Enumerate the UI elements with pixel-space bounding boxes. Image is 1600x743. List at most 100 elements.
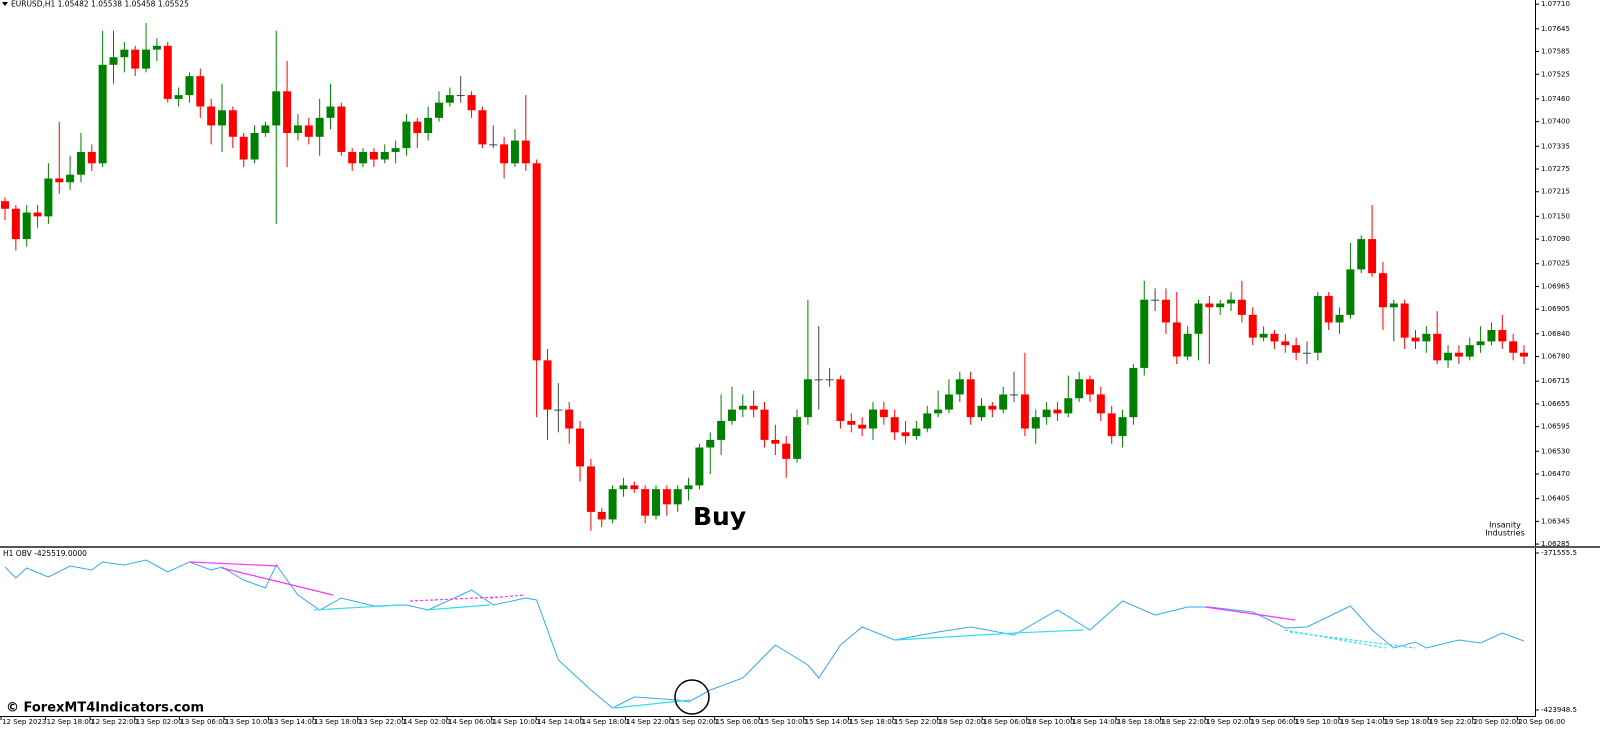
candle-body <box>359 151 368 164</box>
x-tick-label: 14 Sep 18:00 <box>582 718 629 726</box>
x-tick-label: 18 Sep 02:00 <box>939 718 986 726</box>
x-tick-label: 13 Sep 22:00 <box>359 718 406 726</box>
candle-body <box>803 379 812 418</box>
candle-body <box>1020 394 1029 429</box>
candle-body <box>836 379 845 421</box>
candle-body <box>706 439 715 448</box>
candle-body <box>1378 273 1387 308</box>
candle-body <box>1151 299 1160 301</box>
candle-body <box>1422 333 1431 342</box>
candle-body <box>988 405 997 410</box>
candle-body <box>532 163 541 361</box>
candle-body <box>1183 333 1192 357</box>
candle-body <box>337 106 346 152</box>
y-tick-label: -423948.5 <box>1541 706 1577 714</box>
candle-body <box>1107 413 1116 437</box>
candle-body <box>413 121 422 133</box>
candle-body <box>999 394 1008 410</box>
divergence-line <box>424 604 491 611</box>
candle-body <box>98 64 107 164</box>
candle-body <box>478 110 487 145</box>
candle-body <box>847 420 856 425</box>
candle-body <box>966 379 975 418</box>
candle-body <box>250 132 259 160</box>
candle-body <box>586 466 595 512</box>
collapse-icon[interactable] <box>2 2 8 6</box>
candle-body <box>912 428 921 437</box>
candle-body <box>1454 352 1463 357</box>
candle-body <box>1498 330 1507 342</box>
candle-body <box>500 144 509 164</box>
x-tick-label: 18 Sep 10:00 <box>1028 718 1075 726</box>
candle-body <box>565 409 574 429</box>
candle-body <box>1237 299 1246 315</box>
candle-body <box>597 511 606 520</box>
divergence-line <box>313 604 401 611</box>
candle-body <box>1010 394 1019 396</box>
x-tick-label: 13 Sep 02:00 <box>136 718 183 726</box>
x-tick-label: 14 Sep 22:00 <box>626 718 673 726</box>
y-tick-label: 1.07275 <box>1541 165 1570 173</box>
candle-body <box>76 151 85 175</box>
x-tick-label: 14 Sep 02:00 <box>403 718 450 726</box>
candle-body <box>1368 239 1377 274</box>
candle-body <box>87 151 96 164</box>
candle-body <box>1042 409 1051 418</box>
x-tick-label: 20 Sep 02:00 <box>1474 718 1521 726</box>
candle-body <box>326 106 335 118</box>
candle-body <box>1411 337 1420 342</box>
symbol-header: EURUSD,H1 1.05482 1.05538 1.05458 1.0552… <box>11 0 189 9</box>
candle-body <box>1487 330 1496 342</box>
candle-body <box>576 428 585 467</box>
candle-body <box>304 125 313 137</box>
candle-body <box>348 151 357 164</box>
candle-body <box>662 489 671 505</box>
candle-body <box>489 144 498 146</box>
candle-body <box>261 125 270 133</box>
x-tick-label: 14 Sep 10:00 <box>493 718 540 726</box>
x-tick-label: 13 Sep 10:00 <box>225 718 272 726</box>
candle-body <box>1140 299 1149 368</box>
candle-body <box>33 212 42 217</box>
candle-body <box>467 95 476 111</box>
y-tick-label: 1.06905 <box>1541 305 1570 313</box>
x-tick-label: 13 Sep 14:00 <box>270 718 317 726</box>
candle-body <box>55 178 64 183</box>
candle-body <box>727 409 736 421</box>
y-tick-label: 1.06965 <box>1541 282 1570 290</box>
y-tick-label: 1.06595 <box>1541 423 1570 431</box>
candle-body <box>1194 303 1203 334</box>
highlight-circle <box>674 679 710 715</box>
x-tick-label: 15 Sep 10:00 <box>760 718 807 726</box>
candle-body <box>814 379 823 381</box>
candle-body <box>1520 352 1528 357</box>
candle-body <box>869 409 877 429</box>
candle-body <box>1031 417 1040 429</box>
candle-body <box>890 417 899 433</box>
x-tick-label: 14 Sep 14:00 <box>537 718 584 726</box>
candle-body <box>1053 409 1062 414</box>
candle-body <box>1259 333 1268 338</box>
candle-body <box>239 136 248 160</box>
candle-body <box>1281 341 1290 346</box>
candle-body <box>218 110 226 126</box>
candle-body <box>1172 322 1181 357</box>
candle-body <box>1346 269 1355 315</box>
candle-body <box>293 125 302 133</box>
x-tick-label: 13 Sep 18:00 <box>314 718 361 726</box>
x-tick-label: 19 Sep 02:00 <box>1206 718 1253 726</box>
candle-body <box>1248 314 1257 338</box>
candle-body <box>11 208 20 240</box>
candle-body <box>1324 295 1333 323</box>
x-tick-label: 13 Sep 06:00 <box>180 718 227 726</box>
candle-body <box>283 91 292 133</box>
candle-body <box>608 489 617 520</box>
candle-body <box>1389 303 1398 308</box>
candle-body <box>1118 417 1127 437</box>
x-tick-label: 20 Sep 06:00 <box>1518 718 1565 726</box>
candle-body <box>1 201 9 209</box>
candle-body <box>109 57 118 65</box>
candle-body <box>1205 303 1214 308</box>
candle-body <box>1476 341 1485 346</box>
